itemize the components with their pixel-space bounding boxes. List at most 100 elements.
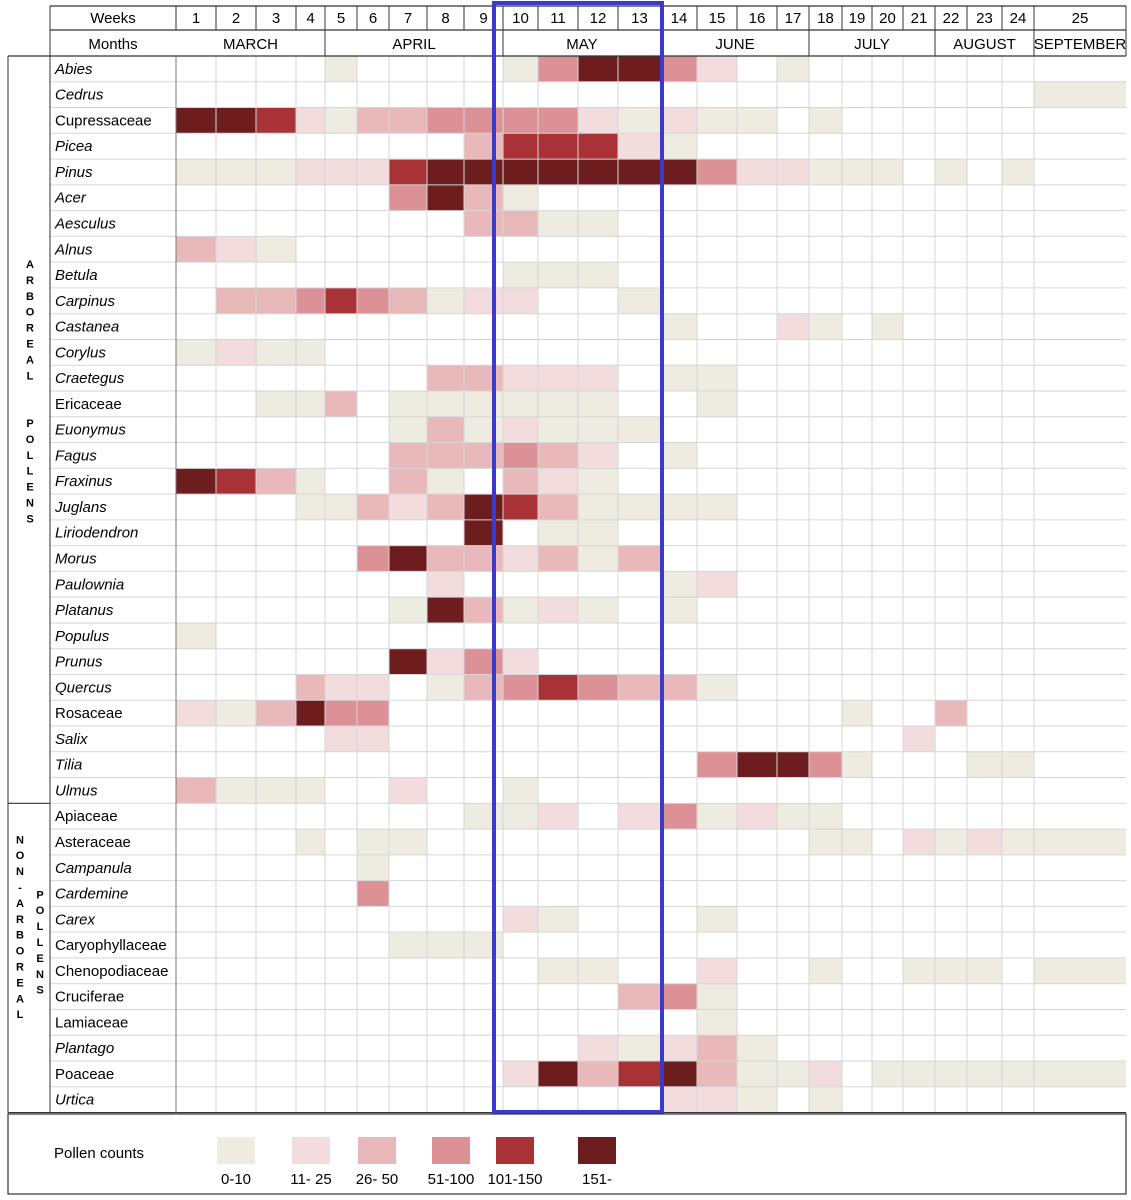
- cell-platanus-week-10: [503, 597, 538, 623]
- months-header-label: Months: [88, 36, 137, 53]
- cell-poaceae-week-20: [872, 1061, 903, 1087]
- cell-abies-week-13: [618, 56, 661, 82]
- group-label-pollens-letter: E: [36, 953, 43, 965]
- cell-plantago-week-15: [697, 1035, 737, 1062]
- group-label-nonarboreal-letter: A: [16, 898, 24, 910]
- cell-cupressaceae-week-10: [503, 107, 538, 134]
- cell-alnus-week-1: [176, 236, 216, 263]
- cell-ulmus-week-10: [503, 777, 538, 804]
- cell-craetegus-week-14: [661, 365, 697, 392]
- cell-caryophyllaceae-week-7: [389, 932, 427, 958]
- cell-pinus-week-7: [389, 159, 427, 185]
- group-label-arboreal-letter: L: [27, 450, 34, 462]
- cell-pinus-week-24: [1002, 159, 1034, 185]
- cell-ulmus-week-2: [216, 777, 256, 804]
- cell-juglans-week-8: [427, 494, 464, 520]
- cell-poaceae-week-12: [578, 1061, 618, 1087]
- row-label-morus: Morus: [55, 551, 97, 568]
- group-label-pollens-letter: S: [36, 985, 43, 997]
- cell-salix-week-21: [903, 726, 935, 752]
- cell-asteraceae-week-18: [809, 829, 842, 855]
- cell-prunus-week-8: [427, 648, 464, 675]
- row-label-salix: Salix: [55, 731, 88, 748]
- cell-pinus-week-16: [737, 159, 777, 185]
- cell-cedrus-week-25: [1034, 81, 1126, 108]
- row-label-ulmus: Ulmus: [55, 782, 98, 799]
- group-label-nonarboreal-letter: R: [16, 962, 24, 974]
- cell-fraxinus-week-10: [503, 468, 538, 495]
- week-label-25: 25: [1072, 10, 1089, 27]
- cell-plantago-week-16: [737, 1035, 777, 1062]
- cell-pinus-week-1: [176, 159, 216, 185]
- week-label-11: 11: [550, 10, 566, 27]
- cell-ericaceae-week-9: [464, 391, 503, 417]
- month-label-june: JUNE: [715, 36, 754, 53]
- cell-quercus-week-5: [325, 674, 357, 701]
- cell-cupressaceae-week-12: [578, 107, 618, 134]
- cell-platanus-week-8: [427, 597, 464, 623]
- cell-pinus-week-5: [325, 159, 357, 185]
- cell-corylus-week-4: [296, 339, 325, 366]
- group-label-nonarboreal-letter: N: [16, 834, 24, 846]
- cell-poaceae-week-18: [809, 1061, 842, 1087]
- cell-rosaceae-week-4: [296, 700, 325, 727]
- cell-pinus-week-22: [935, 159, 967, 185]
- row-label-craetegus: Craetegus: [55, 370, 125, 387]
- cell-picea-week-11: [538, 133, 578, 160]
- cell-plantago-week-13: [618, 1035, 661, 1062]
- cell-liriodendron-week-12: [578, 519, 618, 546]
- cell-asteraceae-week-23: [967, 829, 1002, 855]
- row-label-paulownia: Paulownia: [55, 576, 124, 593]
- cell-acer-week-7: [389, 184, 427, 211]
- week-label-12: 12: [590, 10, 607, 27]
- cell-ericaceae-week-7: [389, 391, 427, 417]
- group-label-pollens-letter: L: [37, 921, 44, 933]
- cell-poaceae-week-16: [737, 1061, 777, 1087]
- row-label-juglans: Juglans: [54, 499, 107, 516]
- cell-cupressaceae-week-16: [737, 107, 777, 134]
- week-label-20: 20: [879, 10, 896, 27]
- cell-pinus-week-10: [503, 159, 538, 185]
- cell-fagus-week-12: [578, 442, 618, 469]
- legend-swatch-3: [358, 1137, 396, 1164]
- row-label-lamiaceae: Lamiaceae: [55, 1014, 128, 1031]
- cell-cupressaceae-week-9: [464, 107, 503, 134]
- row-label-alnus: Alnus: [54, 241, 93, 258]
- cell-tilia-week-19: [842, 751, 872, 778]
- cell-chenopodiaceae-week-15: [697, 957, 737, 984]
- cell-paulownia-week-14: [661, 571, 697, 598]
- cell-cruciferae-week-15: [697, 983, 737, 1010]
- cell-apiaceae-week-17: [777, 803, 809, 830]
- cell-castanea-week-17: [777, 313, 809, 340]
- month-label-march: MARCH: [223, 36, 278, 53]
- cell-paulownia-week-8: [427, 571, 464, 598]
- cell-cardemine-week-6: [357, 880, 389, 907]
- cell-asteraceae-week-21: [903, 829, 935, 855]
- group-label-pollens-letter: L: [37, 937, 44, 949]
- cell-juglans-week-13: [618, 494, 661, 520]
- cell-carpinus-week-10: [503, 287, 538, 314]
- cell-craetegus-week-9: [464, 365, 503, 392]
- row-label-betula: Betula: [55, 267, 98, 284]
- cell-craetegus-week-12: [578, 365, 618, 392]
- legend-swatch-2: [292, 1137, 330, 1164]
- row-label-aesculus: Aesculus: [54, 216, 116, 233]
- cell-morus-week-7: [389, 545, 427, 572]
- row-label-carpinus: Carpinus: [55, 293, 116, 310]
- grid-lines: [7, 5, 1127, 1114]
- cell-poaceae-week-25: [1034, 1061, 1126, 1087]
- cell-juglans-week-12: [578, 494, 618, 520]
- cell-ulmus-week-7: [389, 777, 427, 804]
- cell-asteraceae-week-7: [389, 829, 427, 855]
- cell-pinus-week-14: [661, 159, 697, 185]
- legend-label-5: 101-150: [487, 1171, 542, 1188]
- cell-cupressaceae-week-8: [427, 107, 464, 134]
- cell-chenopodiaceae-week-21: [903, 957, 935, 984]
- cell-quercus-week-6: [357, 674, 389, 701]
- week-label-4: 4: [306, 10, 314, 27]
- week-label-22: 22: [943, 10, 960, 27]
- cell-prunus-week-10: [503, 648, 538, 675]
- cell-rosaceae-week-6: [357, 700, 389, 727]
- cell-pinus-week-12: [578, 159, 618, 185]
- row-label-asteraceae: Asteraceae: [55, 834, 131, 851]
